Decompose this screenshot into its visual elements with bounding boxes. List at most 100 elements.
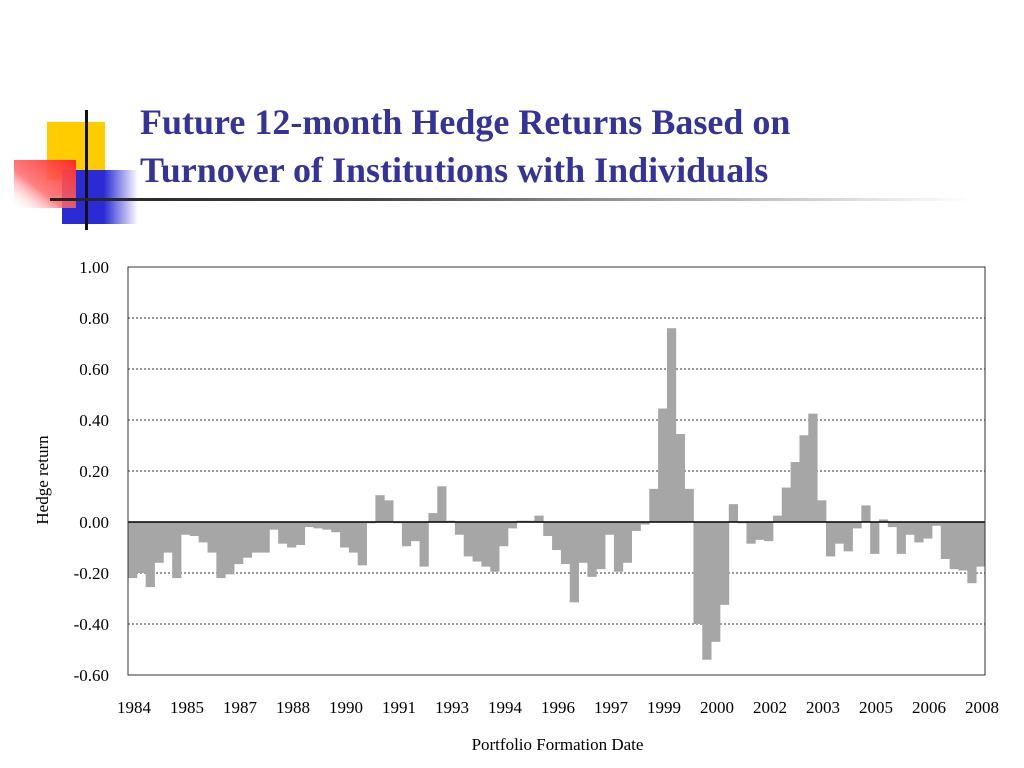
bar [490, 522, 500, 572]
bar [269, 522, 279, 530]
bar [755, 522, 765, 540]
y-tick-label: 0.00 [79, 513, 109, 532]
bar [251, 522, 261, 553]
y-axis-label: Hedge return [33, 435, 52, 525]
y-tick-label: -0.60 [74, 666, 109, 685]
bar [764, 522, 774, 542]
bar [207, 522, 217, 553]
bar [878, 519, 889, 522]
bar [825, 522, 836, 557]
bar [198, 522, 208, 543]
x-axis-label: Portfolio Formation Date [472, 735, 644, 754]
bar [322, 522, 332, 530]
grid-lines [128, 266, 985, 625]
bar [172, 522, 182, 579]
bar [348, 522, 359, 553]
y-tick-label: 0.40 [79, 411, 109, 430]
bar [605, 522, 615, 535]
bar [958, 522, 968, 571]
x-tick-label: 2008 [965, 698, 999, 717]
bar [772, 515, 783, 522]
x-tick-label: 1988 [276, 698, 310, 717]
bar [560, 522, 571, 565]
x-tick-label: 1987 [223, 698, 258, 717]
bar [781, 487, 792, 522]
bar [410, 522, 420, 542]
bar [481, 522, 491, 567]
bar [128, 522, 138, 579]
x-tick-label: 1990 [329, 698, 363, 717]
bar [693, 522, 703, 624]
bar [587, 522, 597, 577]
bar-series [128, 328, 986, 660]
bar [543, 522, 553, 537]
bar [313, 522, 323, 529]
bar [905, 522, 915, 535]
bar [640, 522, 650, 525]
bar [834, 522, 845, 544]
slide-logo-decoration [14, 110, 160, 230]
bar [234, 522, 244, 565]
x-tick-label: 1985 [170, 698, 204, 717]
bar [260, 522, 270, 553]
bar [799, 435, 809, 522]
bar [437, 486, 447, 522]
bar [852, 522, 862, 529]
x-tick-label: 1997 [594, 698, 629, 717]
bar [923, 522, 933, 539]
bar [357, 522, 367, 566]
bar [569, 522, 579, 603]
bar [896, 522, 906, 554]
bar [746, 522, 756, 544]
bar [419, 522, 429, 567]
bar [578, 522, 588, 563]
bar [887, 522, 898, 528]
slide-title-line-2: Turnover of Institutions with Individual… [140, 150, 769, 190]
bar [719, 522, 730, 605]
bar [684, 488, 694, 522]
x-tick-label: 1996 [541, 698, 575, 717]
x-tick-label: 2006 [912, 698, 946, 717]
y-tick-label: 0.20 [79, 462, 109, 481]
y-tick-label: 0.60 [79, 360, 109, 379]
bar [728, 504, 739, 522]
bar [711, 522, 721, 642]
bar [181, 522, 191, 535]
bar [145, 522, 155, 588]
bar [649, 488, 659, 522]
bar [242, 522, 253, 558]
x-tick-label: 2005 [859, 698, 893, 717]
x-tick-label: 2003 [806, 698, 840, 717]
y-tick-label: -0.40 [74, 615, 109, 634]
bar [463, 522, 473, 557]
y-tick-label: -0.20 [74, 564, 109, 583]
x-axis-ticks: 1984 1985 1987 1988 1990 1991 1993 1994 1996 1997… [117, 698, 999, 717]
bar [870, 522, 880, 554]
bar [499, 522, 509, 547]
x-tick-label: 1991 [382, 698, 416, 717]
bar [940, 522, 951, 559]
bar [861, 505, 871, 522]
bar [931, 522, 942, 526]
bar [278, 522, 288, 544]
bar [976, 522, 986, 567]
bar [454, 522, 465, 535]
bar [949, 522, 959, 570]
bar [702, 522, 712, 660]
bar [225, 522, 235, 575]
y-tick-label: 0.80 [79, 309, 109, 328]
x-tick-label: 1984 [117, 698, 152, 717]
bar [552, 522, 562, 551]
bar [216, 522, 226, 579]
x-tick-label: 2000 [700, 698, 734, 717]
x-tick-label: 2002 [753, 698, 787, 717]
x-tick-label: 1993 [435, 698, 469, 717]
bar [622, 522, 632, 563]
bar [507, 522, 518, 529]
bar [472, 522, 482, 562]
bar [295, 522, 306, 545]
x-tick-label: 1994 [488, 698, 523, 717]
bar [967, 522, 977, 584]
title-underline [50, 198, 970, 201]
bar [428, 513, 438, 522]
